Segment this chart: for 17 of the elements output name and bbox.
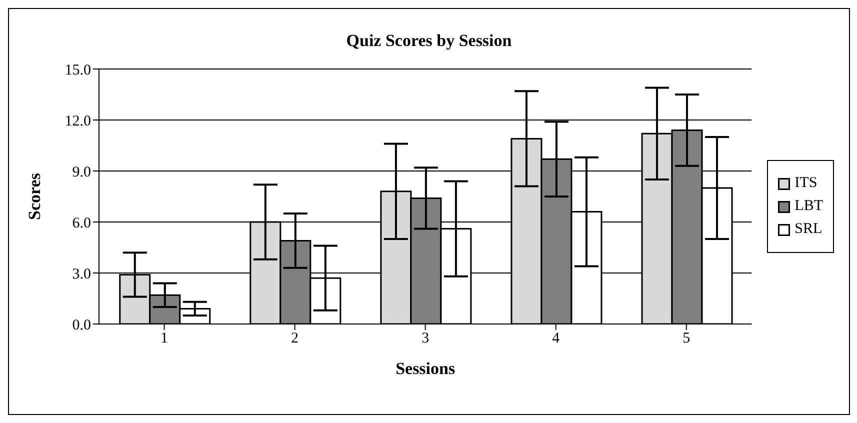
y-tick-label: 6.0: [72, 215, 91, 232]
y-tick-label: 9.0: [72, 164, 91, 180]
y-axis-title: Scores: [25, 172, 44, 220]
y-tick-label: 3.0: [72, 266, 91, 282]
chart-title: Quiz Scores by Session: [345, 31, 513, 51]
x-tick-label: 5: [682, 330, 690, 347]
legend-label: SRL: [794, 221, 822, 238]
y-tick-label: 0.0: [72, 317, 91, 334]
x-axis-title: Sessions: [396, 359, 456, 378]
legend-label: ITS: [794, 175, 818, 192]
y-tick-label: 15.0: [64, 62, 91, 78]
x-tick-label: 3: [422, 330, 430, 347]
y-tick-label: 12.0: [64, 113, 91, 130]
x-tick-label: 2: [291, 330, 299, 347]
x-tick-label: 4: [552, 330, 560, 347]
legend-label: LBT: [794, 198, 823, 215]
x-tick-label: 1: [160, 330, 168, 347]
